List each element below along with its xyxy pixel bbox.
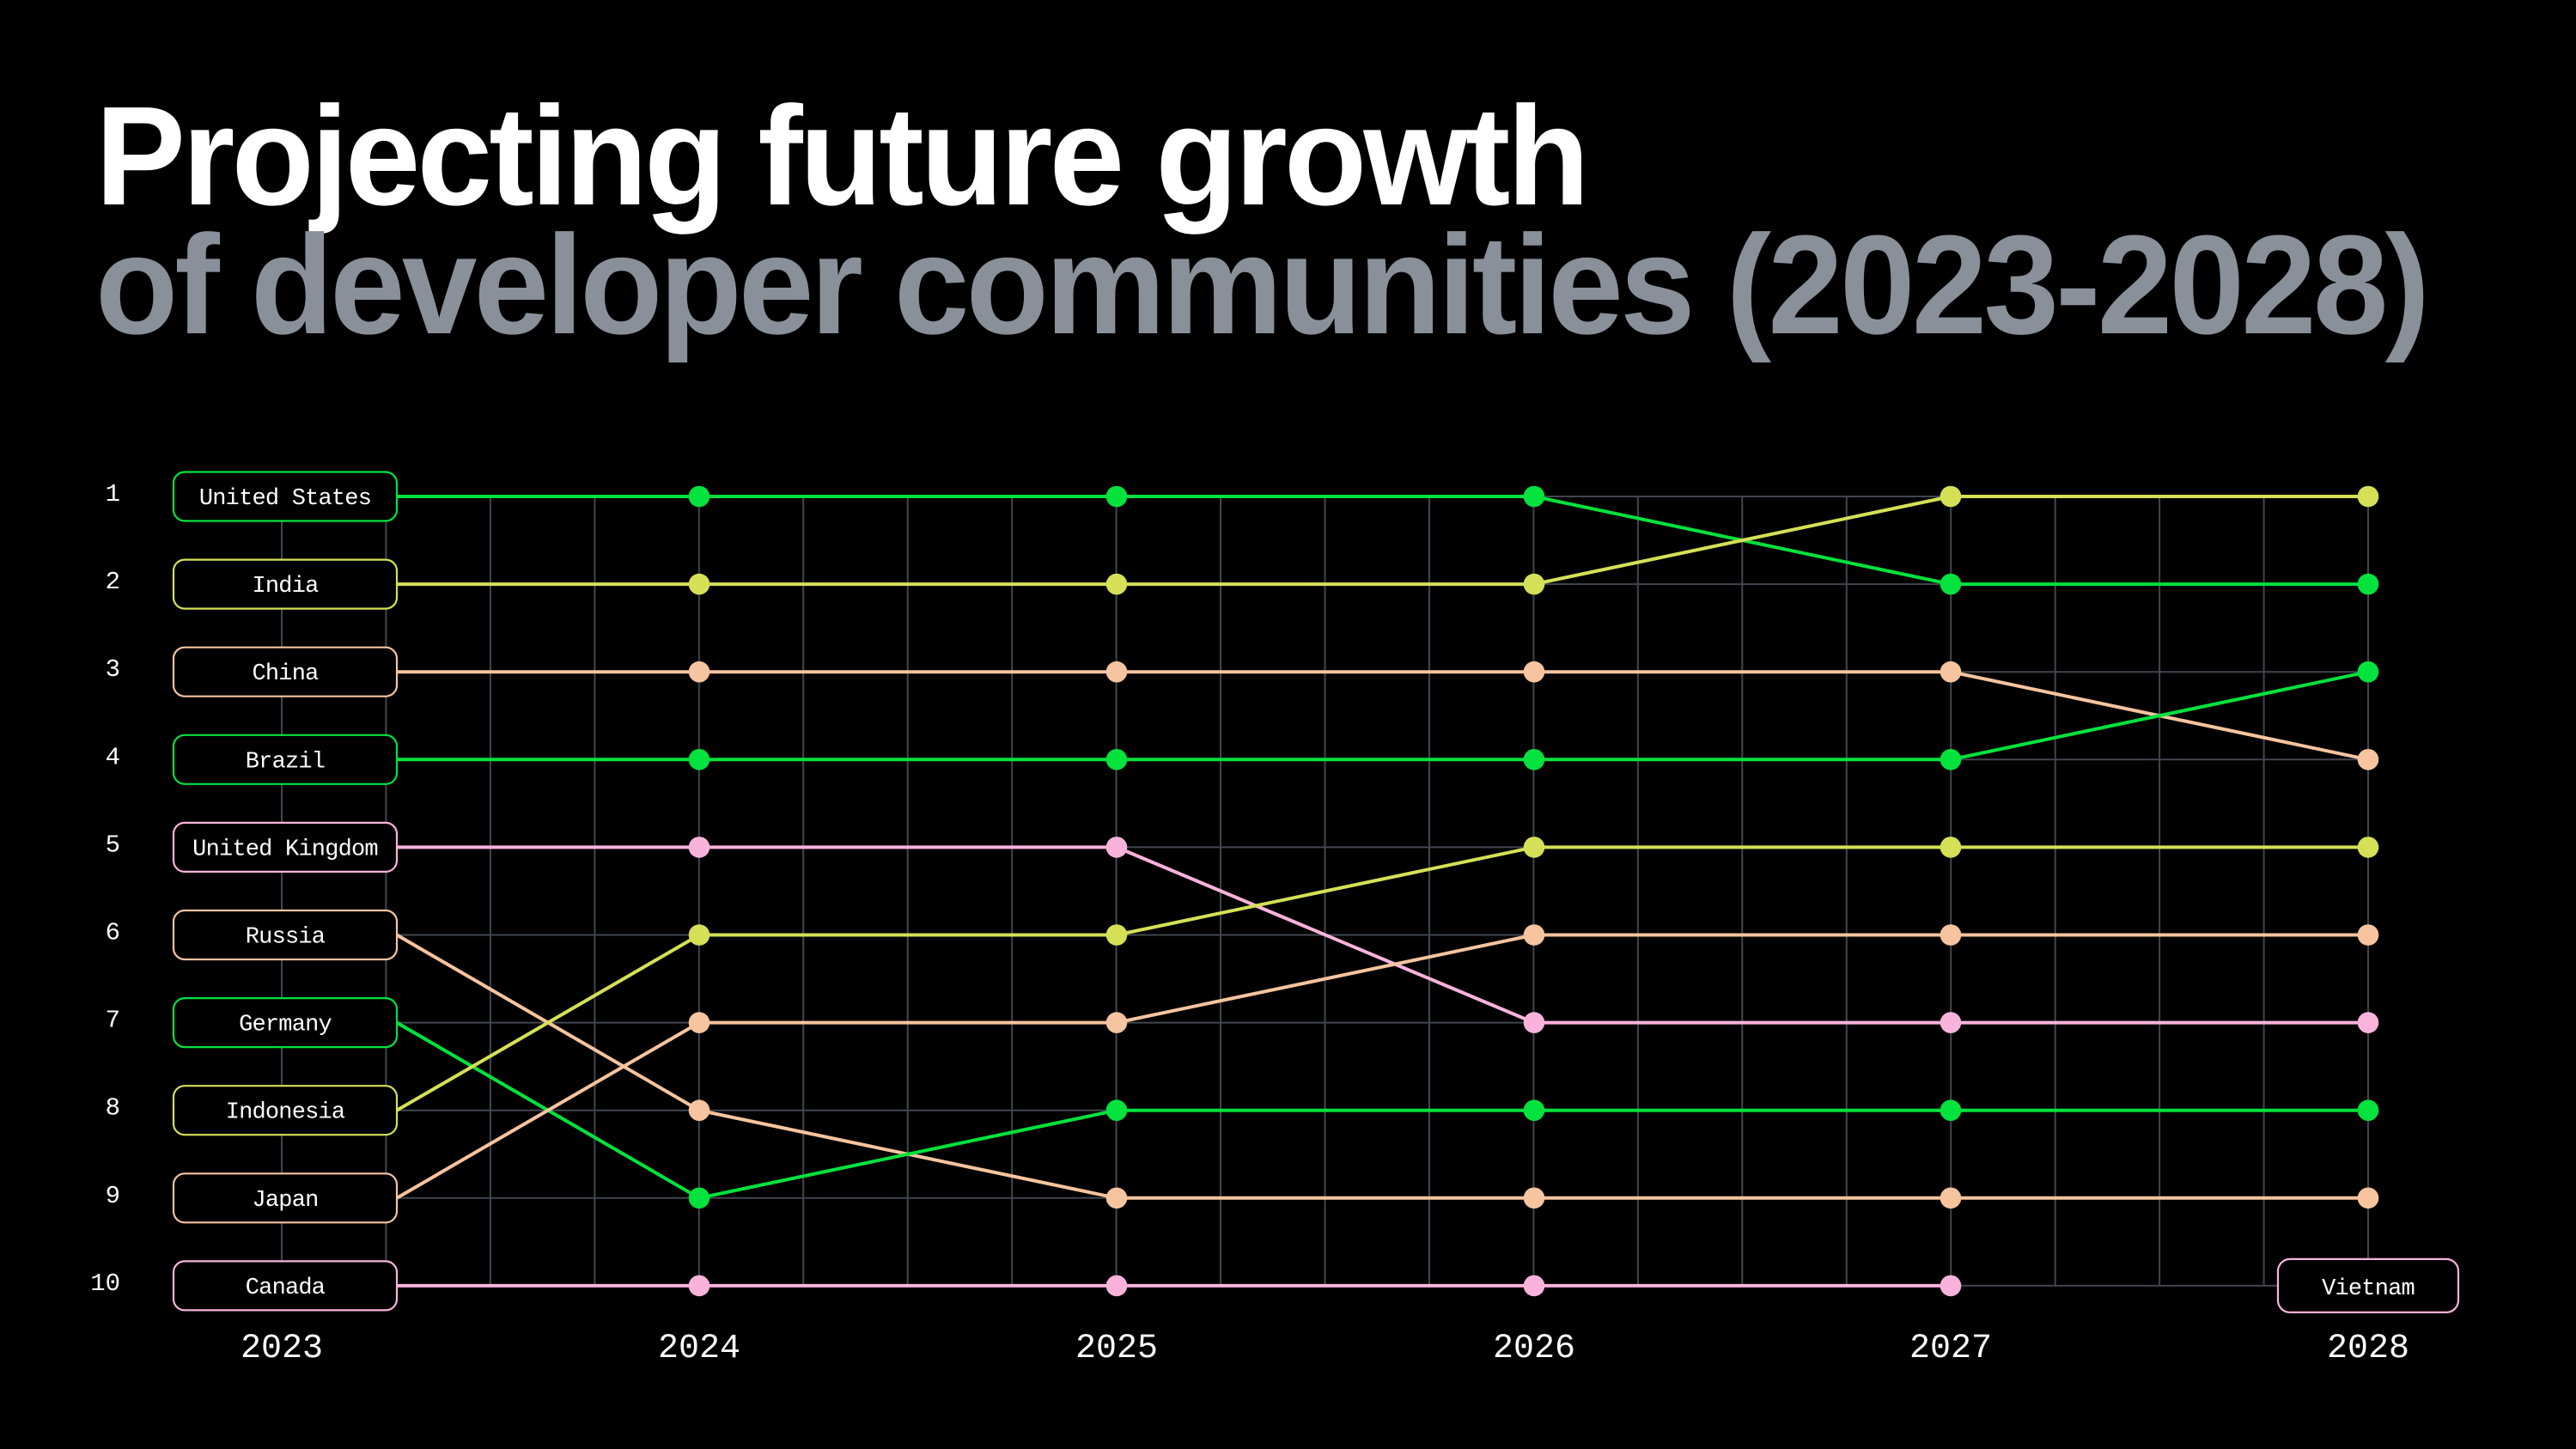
svg-text:2026: 2026	[1493, 1330, 1575, 1368]
svg-text:Indonesia: Indonesia	[226, 1100, 345, 1126]
svg-text:Brazil: Brazil	[246, 749, 325, 775]
svg-text:China: China	[252, 661, 319, 687]
svg-text:6: 6	[106, 919, 120, 947]
svg-text:Vietnam: Vietnam	[2322, 1276, 2415, 1302]
svg-text:8: 8	[106, 1094, 120, 1123]
svg-text:India: India	[252, 574, 319, 600]
svg-text:1: 1	[106, 480, 120, 508]
svg-text:5: 5	[106, 831, 120, 859]
svg-text:4: 4	[106, 743, 120, 771]
svg-text:7: 7	[106, 1007, 120, 1035]
svg-text:2028: 2028	[2327, 1330, 2409, 1368]
svg-text:3: 3	[106, 655, 120, 684]
svg-text:United Kingdom: United Kingdom	[192, 837, 378, 862]
svg-text:2024: 2024	[658, 1330, 740, 1368]
svg-text:United States: United States	[199, 486, 371, 512]
svg-text:10: 10	[90, 1269, 120, 1298]
svg-text:9: 9	[106, 1182, 120, 1210]
svg-text:2023: 2023	[241, 1330, 323, 1368]
svg-text:Germany: Germany	[239, 1013, 332, 1038]
svg-text:2025: 2025	[1075, 1330, 1158, 1368]
svg-text:Japan: Japan	[252, 1188, 318, 1214]
svg-text:2027: 2027	[1909, 1330, 1992, 1368]
svg-text:Canada: Canada	[246, 1275, 326, 1301]
svg-text:2: 2	[106, 568, 120, 596]
svg-text:Russia: Russia	[246, 925, 326, 951]
